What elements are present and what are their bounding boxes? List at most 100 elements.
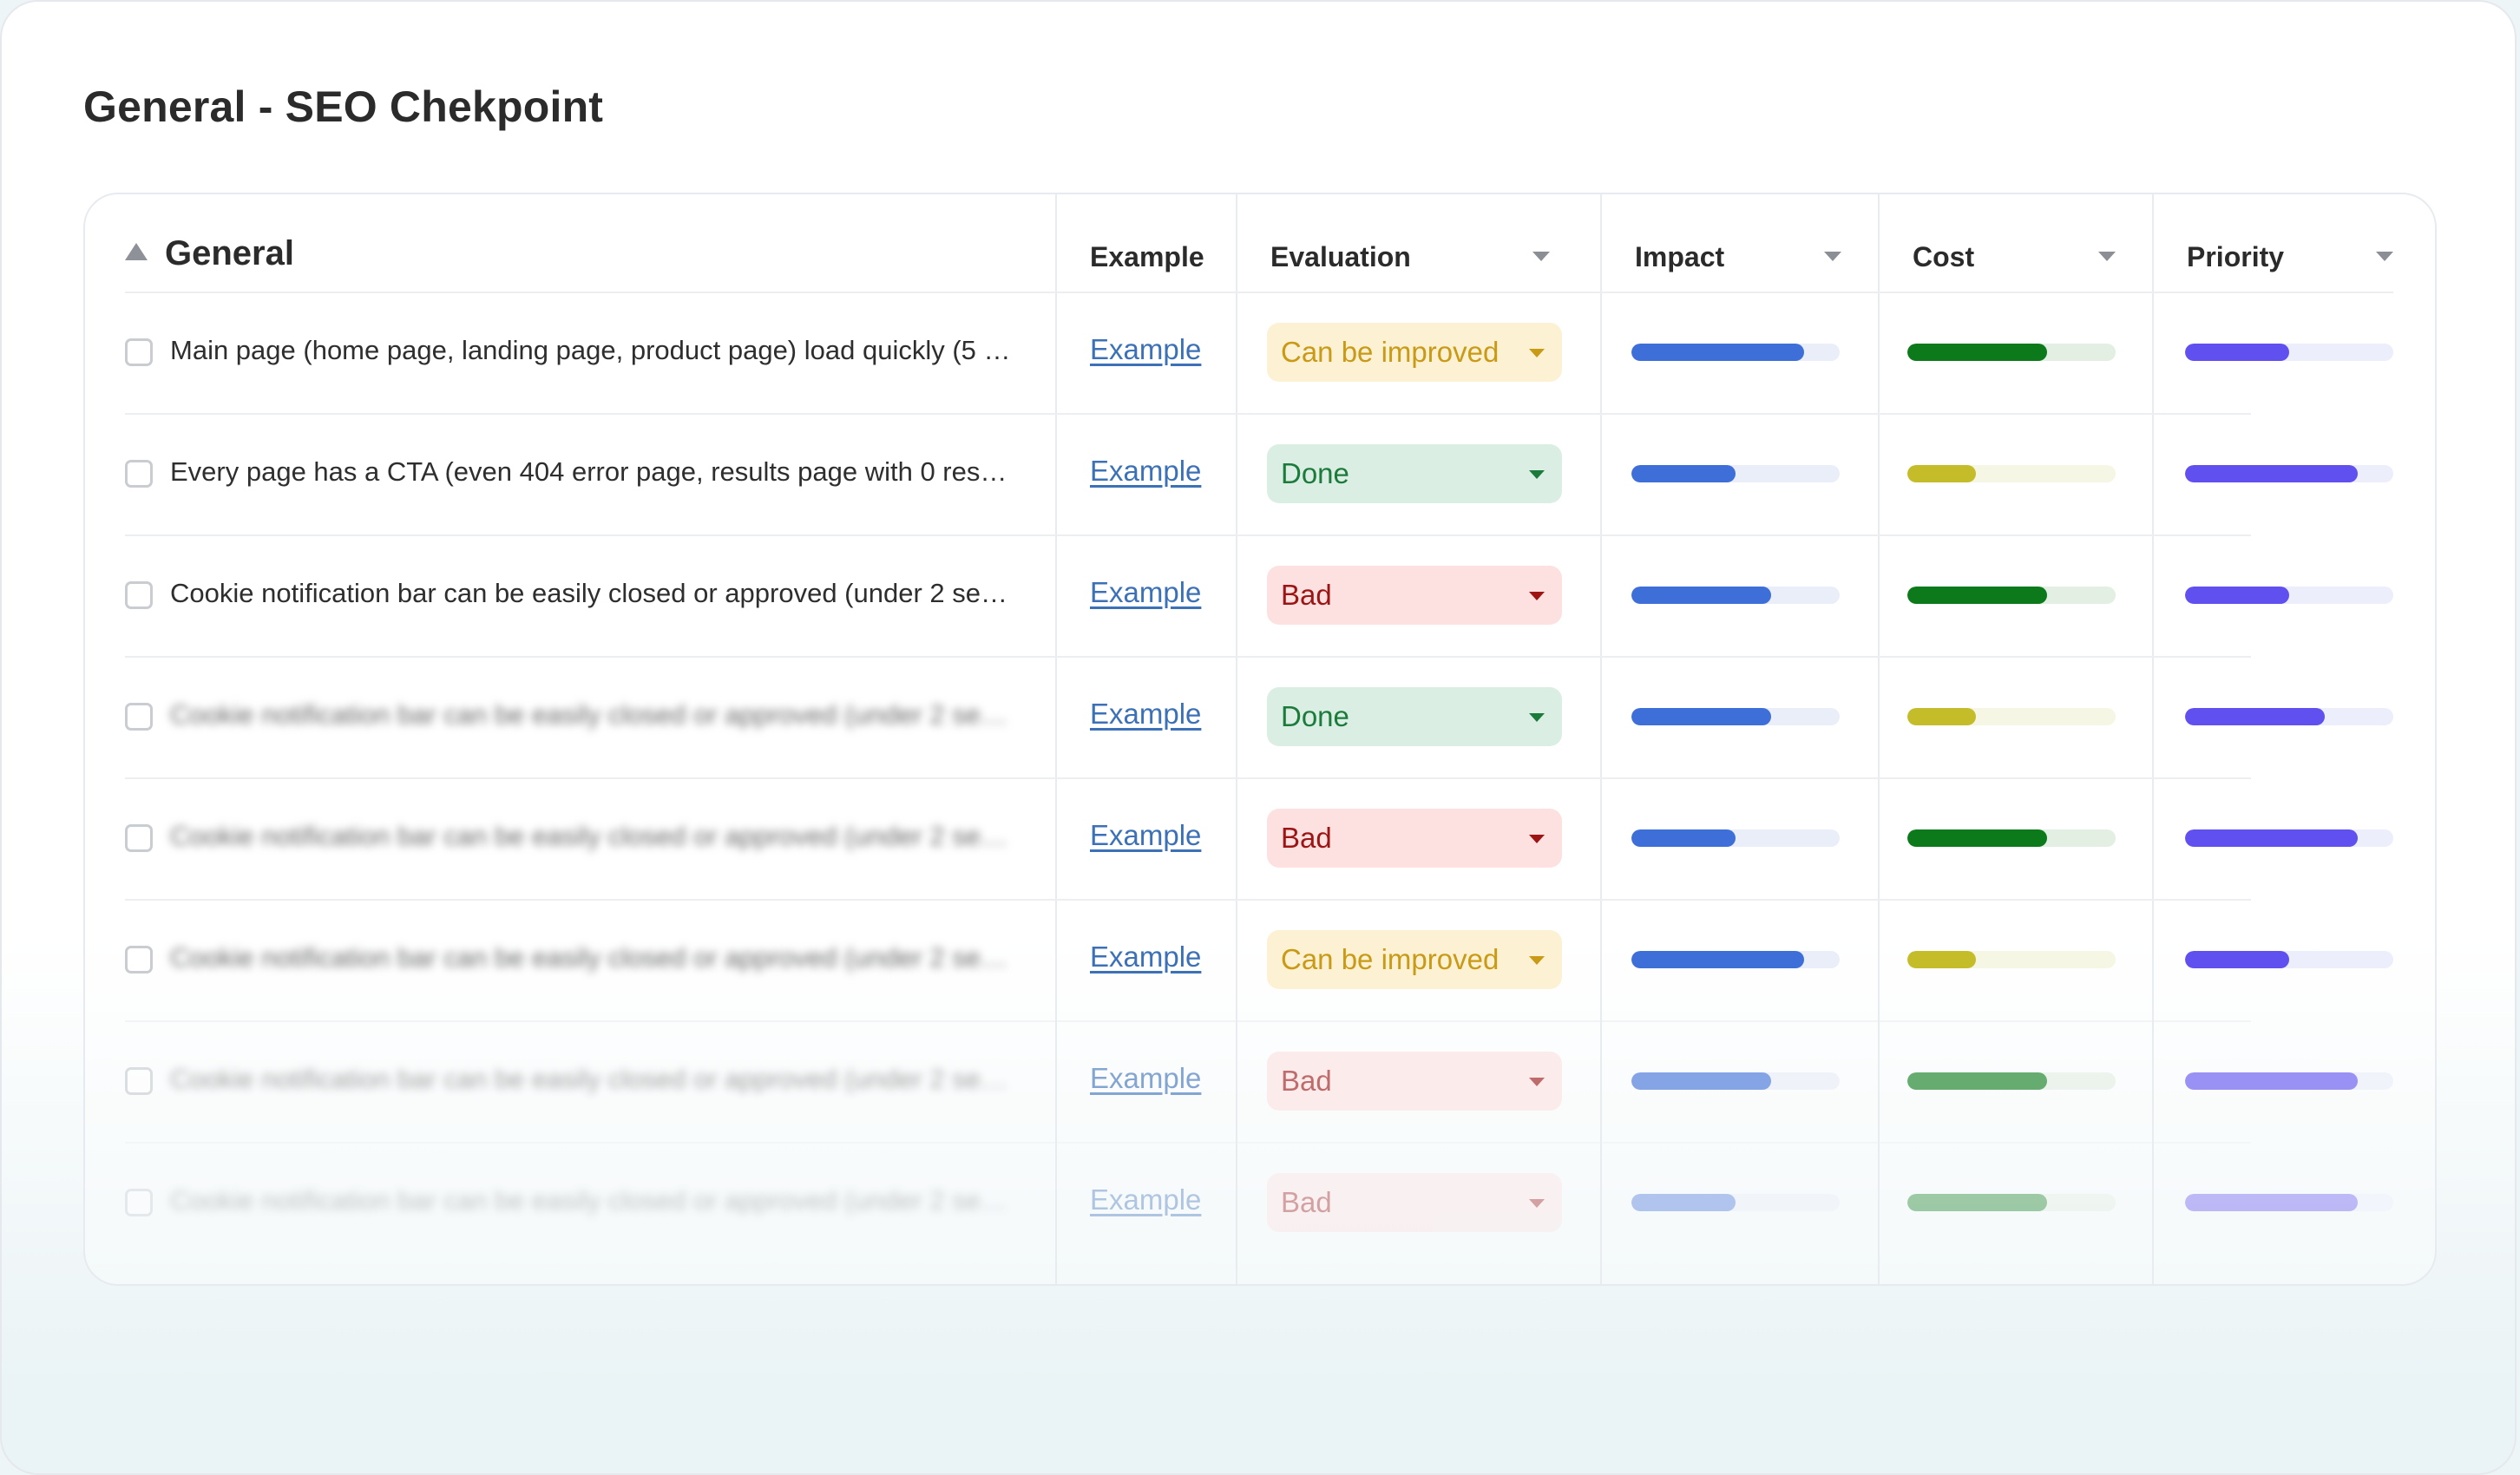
impact-bar bbox=[1631, 344, 1840, 361]
cost-bar bbox=[1907, 708, 2116, 725]
example-link[interactable]: Example bbox=[1090, 333, 1202, 365]
row-checkbox[interactable] bbox=[125, 338, 153, 366]
evaluation-dropdown[interactable]: Bad bbox=[1267, 566, 1562, 625]
evaluation-dropdown[interactable]: Bad bbox=[1267, 1052, 1562, 1111]
impact-fill bbox=[1631, 708, 1771, 725]
evaluation-value: Can be improved bbox=[1281, 336, 1500, 368]
column-header-example: Example bbox=[1090, 241, 1204, 272]
dropdown-caret-icon bbox=[1529, 956, 1545, 965]
table-row: Cookie notification bar can be easily cl… bbox=[0, 656, 2520, 777]
example-link[interactable]: Example bbox=[1090, 698, 1202, 730]
cost-bar bbox=[1907, 587, 2116, 604]
example-link[interactable]: Example bbox=[1090, 576, 1202, 608]
row-divider bbox=[125, 1020, 2251, 1022]
row-divider bbox=[125, 292, 2393, 293]
table-row: Cookie notification bar can be easily cl… bbox=[0, 534, 2520, 656]
cost-fill bbox=[1907, 1072, 2047, 1090]
row-divider bbox=[125, 656, 2251, 658]
column-header-evaluation[interactable]: Evaluation bbox=[1270, 241, 1411, 272]
evaluation-value: Can be improved bbox=[1281, 943, 1500, 975]
cost-fill bbox=[1907, 344, 2047, 361]
row-checkbox[interactable] bbox=[125, 1067, 153, 1095]
priority-fill bbox=[2185, 1194, 2359, 1211]
row-divider bbox=[125, 1142, 2251, 1144]
column-header-cost[interactable]: Cost bbox=[1913, 241, 1975, 272]
task-description: Cookie notification bar can be easily cl… bbox=[170, 1064, 1020, 1094]
evaluation-dropdown[interactable]: Bad bbox=[1267, 1173, 1562, 1232]
priority-bar bbox=[2185, 465, 2393, 482]
priority-fill bbox=[2185, 951, 2289, 968]
example-link[interactable]: Example bbox=[1090, 941, 1202, 973]
cost-fill bbox=[1907, 829, 2047, 847]
priority-bar bbox=[2185, 708, 2393, 725]
column-header-impact[interactable]: Impact bbox=[1635, 241, 1725, 272]
cost-bar bbox=[1907, 344, 2116, 361]
impact-bar bbox=[1631, 829, 1840, 847]
evaluation-dropdown[interactable]: Done bbox=[1267, 444, 1562, 503]
row-checkbox[interactable] bbox=[125, 1189, 153, 1216]
evaluation-dropdown[interactable]: Can be improved bbox=[1267, 930, 1562, 989]
row-checkbox[interactable] bbox=[125, 703, 153, 731]
group-title[interactable]: General bbox=[165, 234, 294, 272]
cost-fill bbox=[1907, 708, 1977, 725]
table-row: Main page (home page, landing page, prod… bbox=[0, 292, 2520, 413]
impact-bar bbox=[1631, 1072, 1840, 1090]
priority-fill bbox=[2185, 587, 2289, 604]
dropdown-caret-icon bbox=[1529, 713, 1545, 722]
evaluation-dropdown[interactable]: Done bbox=[1267, 687, 1562, 746]
impact-sort-caret-icon[interactable] bbox=[1824, 252, 1841, 261]
row-divider bbox=[125, 413, 2251, 415]
evaluation-value: Bad bbox=[1281, 579, 1332, 611]
task-description: Cookie notification bar can be easily cl… bbox=[170, 1185, 1020, 1216]
evaluation-value: Bad bbox=[1281, 1065, 1332, 1097]
evaluation-dropdown[interactable]: Can be improved bbox=[1267, 323, 1562, 382]
impact-fill bbox=[1631, 829, 1736, 847]
impact-fill bbox=[1631, 465, 1736, 482]
row-checkbox[interactable] bbox=[125, 946, 153, 974]
cost-fill bbox=[1907, 465, 1977, 482]
cost-bar bbox=[1907, 951, 2116, 968]
dropdown-caret-icon bbox=[1529, 470, 1545, 479]
evaluation-sort-caret-icon[interactable] bbox=[1532, 252, 1550, 261]
row-divider bbox=[125, 777, 2251, 779]
row-checkbox[interactable] bbox=[125, 581, 153, 609]
table-row: Cookie notification bar can be easily cl… bbox=[0, 1020, 2520, 1142]
row-checkbox[interactable] bbox=[125, 824, 153, 852]
example-link[interactable]: Example bbox=[1090, 455, 1202, 487]
task-description: Main page (home page, landing page, prod… bbox=[170, 335, 1020, 365]
cost-bar bbox=[1907, 1194, 2116, 1211]
priority-fill bbox=[2185, 1072, 2359, 1090]
page-title: General - SEO Chekpoint bbox=[83, 82, 604, 131]
impact-fill bbox=[1631, 951, 1805, 968]
example-link[interactable]: Example bbox=[1090, 1183, 1202, 1216]
table-row: Cookie notification bar can be easily cl… bbox=[0, 899, 2520, 1020]
priority-fill bbox=[2185, 465, 2359, 482]
checklist-table bbox=[83, 193, 2437, 1286]
cost-bar bbox=[1907, 829, 2116, 847]
priority-sort-caret-icon[interactable] bbox=[2376, 252, 2393, 261]
collapse-caret-icon[interactable] bbox=[125, 243, 148, 260]
cost-fill bbox=[1907, 1194, 2047, 1211]
task-description: Cookie notification bar can be easily cl… bbox=[170, 699, 1020, 730]
column-divider bbox=[2152, 194, 2154, 1284]
impact-bar bbox=[1631, 1194, 1840, 1211]
example-link[interactable]: Example bbox=[1090, 1062, 1202, 1094]
cost-fill bbox=[1907, 587, 2047, 604]
dropdown-caret-icon bbox=[1529, 835, 1545, 843]
table-row: Every page has a CTA (even 404 error pag… bbox=[0, 413, 2520, 534]
row-checkbox[interactable] bbox=[125, 460, 153, 488]
table-row: Cookie notification bar can be easily cl… bbox=[0, 777, 2520, 899]
row-divider bbox=[125, 899, 2251, 901]
priority-fill bbox=[2185, 829, 2359, 847]
priority-fill bbox=[2185, 708, 2325, 725]
priority-bar bbox=[2185, 951, 2393, 968]
table-row: Cookie notification bar can be easily cl… bbox=[0, 1142, 2520, 1263]
column-header-priority[interactable]: Priority bbox=[2187, 241, 2285, 272]
cost-sort-caret-icon[interactable] bbox=[2098, 252, 2116, 261]
example-link[interactable]: Example bbox=[1090, 819, 1202, 851]
column-divider bbox=[1236, 194, 1237, 1284]
priority-fill bbox=[2185, 344, 2289, 361]
impact-bar bbox=[1631, 708, 1840, 725]
evaluation-dropdown[interactable]: Bad bbox=[1267, 809, 1562, 868]
